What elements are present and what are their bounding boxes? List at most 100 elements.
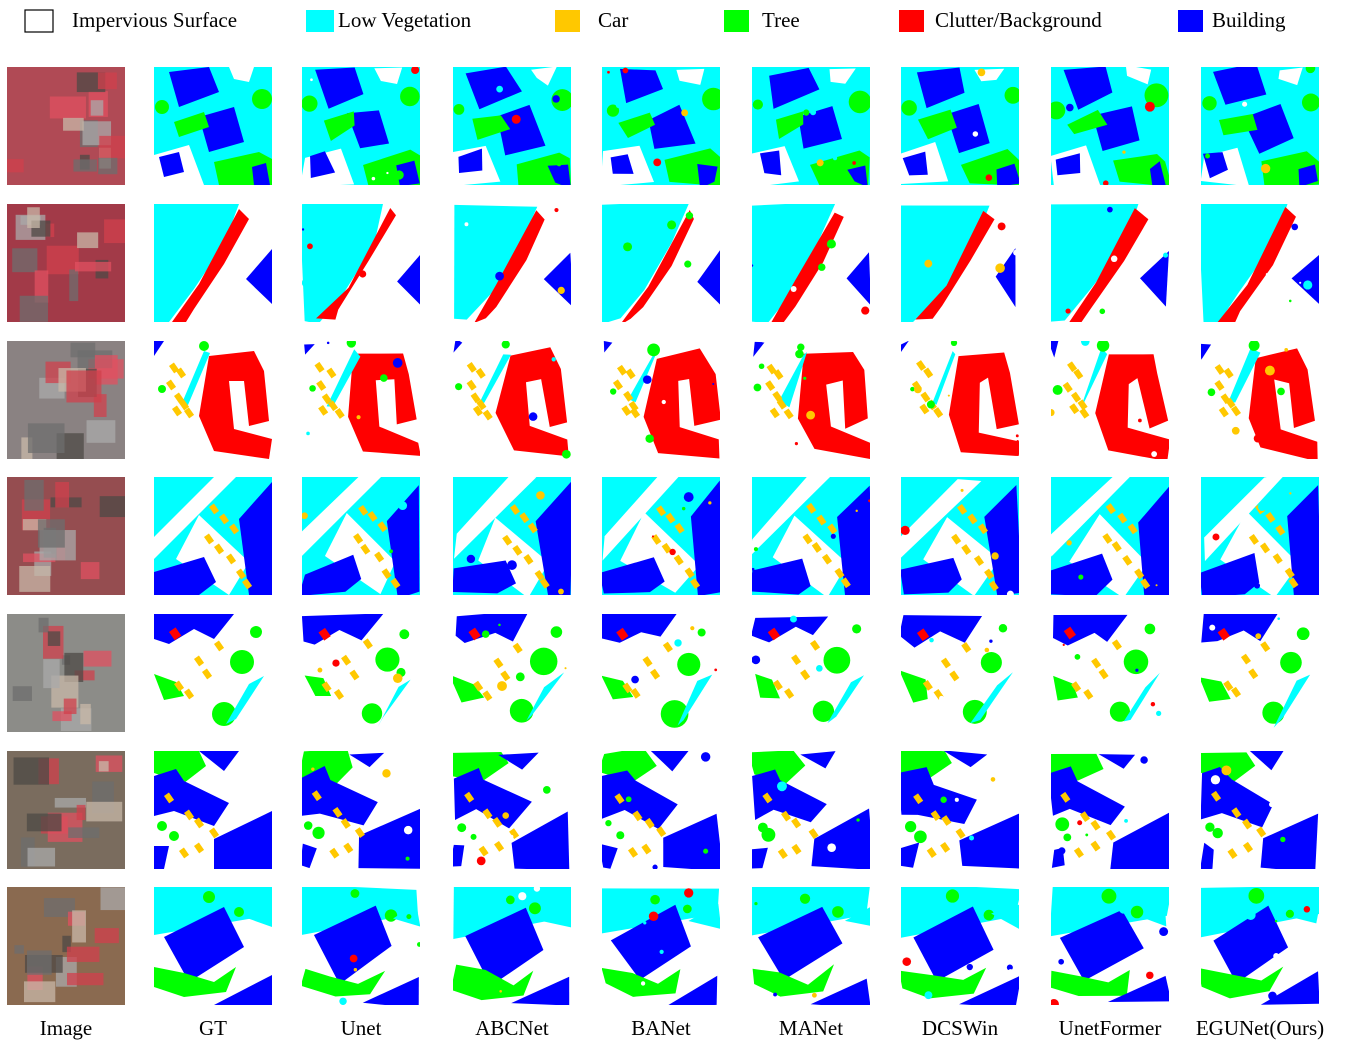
class-noise xyxy=(496,86,503,93)
photo-patch xyxy=(73,159,96,171)
class-noise xyxy=(703,849,708,854)
legend: Impervious Surface Low Vegetation Car Tr… xyxy=(25,8,1286,32)
class-noise xyxy=(1211,775,1220,784)
class-region xyxy=(399,629,409,639)
class-noise xyxy=(1258,503,1266,511)
image-cell xyxy=(748,474,873,598)
class-noise xyxy=(1273,953,1279,959)
class-region xyxy=(683,905,692,914)
class-noise xyxy=(1127,515,1136,524)
class-region xyxy=(1145,624,1156,635)
class-noise xyxy=(1140,756,1148,764)
class-noise xyxy=(507,560,517,570)
class-noise xyxy=(836,691,842,697)
class-region xyxy=(1297,627,1310,640)
photo-patch xyxy=(12,248,37,272)
class-noise xyxy=(1065,308,1070,313)
class-noise xyxy=(302,228,304,230)
class-noise xyxy=(1099,308,1105,314)
class-noise xyxy=(313,502,318,507)
class-noise xyxy=(998,139,1008,149)
class-noise xyxy=(818,263,825,270)
class-region xyxy=(702,88,725,111)
class-noise xyxy=(629,424,633,428)
image-cell xyxy=(7,751,125,869)
class-noise xyxy=(1226,614,1234,622)
class-region xyxy=(375,647,399,671)
class-noise xyxy=(1081,337,1090,346)
class-noise xyxy=(852,161,856,165)
class-region xyxy=(1047,101,1065,119)
class-noise xyxy=(301,512,308,519)
class-noise xyxy=(1146,972,1153,979)
image-cell xyxy=(300,66,421,189)
class-noise xyxy=(497,681,507,691)
photo-patch xyxy=(20,296,48,322)
class-noise xyxy=(1058,959,1064,965)
class-noise xyxy=(810,109,816,115)
class-region xyxy=(1005,87,1022,104)
class-noise xyxy=(1085,834,1088,837)
class-noise xyxy=(406,857,410,861)
photo-patch xyxy=(72,910,86,942)
class-region xyxy=(951,340,957,346)
image-cell xyxy=(1199,340,1319,461)
class-region xyxy=(905,821,916,832)
class-region xyxy=(199,341,209,351)
image-cell xyxy=(1048,751,1171,872)
image-cell xyxy=(154,204,272,322)
image-cell xyxy=(599,201,722,325)
image-cell xyxy=(298,885,422,1009)
class-noise xyxy=(325,840,334,849)
class-noise xyxy=(861,306,869,314)
class-noise xyxy=(607,71,610,74)
class-noise xyxy=(773,993,777,997)
class-noise xyxy=(649,911,659,921)
class-region xyxy=(400,87,420,107)
class-noise xyxy=(1159,927,1168,936)
photo-patch xyxy=(28,848,56,867)
class-region xyxy=(650,895,660,905)
photo-patch xyxy=(101,887,134,910)
class-noise xyxy=(752,568,755,571)
class-noise xyxy=(751,655,760,664)
image-cell xyxy=(751,614,870,732)
class-noise xyxy=(1242,102,1247,107)
class-region xyxy=(832,906,844,918)
class-noise xyxy=(653,158,661,166)
image-cell xyxy=(7,614,125,732)
class-noise xyxy=(686,212,693,219)
class-noise xyxy=(856,510,858,512)
class-region xyxy=(946,889,959,902)
class-noise xyxy=(1151,451,1157,457)
class-noise xyxy=(967,964,973,970)
image-cell xyxy=(154,751,272,869)
class-noise xyxy=(925,991,933,999)
class-noise xyxy=(631,676,639,684)
image-cell xyxy=(154,614,272,732)
image-cell xyxy=(154,477,272,595)
class-noise xyxy=(978,69,986,77)
class-noise xyxy=(393,358,403,368)
class-noise xyxy=(1232,427,1240,435)
column-label: MANet xyxy=(779,1016,843,1040)
class-noise xyxy=(643,375,652,384)
photo-patch xyxy=(39,618,49,633)
class-noise xyxy=(536,491,545,500)
class-noise xyxy=(777,781,787,791)
class-region xyxy=(252,89,272,109)
class-noise xyxy=(806,411,815,420)
class-noise xyxy=(339,998,346,1005)
class-noise xyxy=(690,626,694,630)
class-noise xyxy=(986,174,993,181)
class-noise xyxy=(751,264,753,266)
class-noise xyxy=(969,836,974,841)
image-cell xyxy=(7,887,134,1005)
class-noise xyxy=(307,243,313,249)
class-region xyxy=(347,338,356,347)
class-region xyxy=(158,385,166,393)
class-noise xyxy=(827,843,836,852)
class-region xyxy=(1131,906,1143,918)
class-noise xyxy=(973,131,979,137)
class-noise xyxy=(306,432,310,436)
